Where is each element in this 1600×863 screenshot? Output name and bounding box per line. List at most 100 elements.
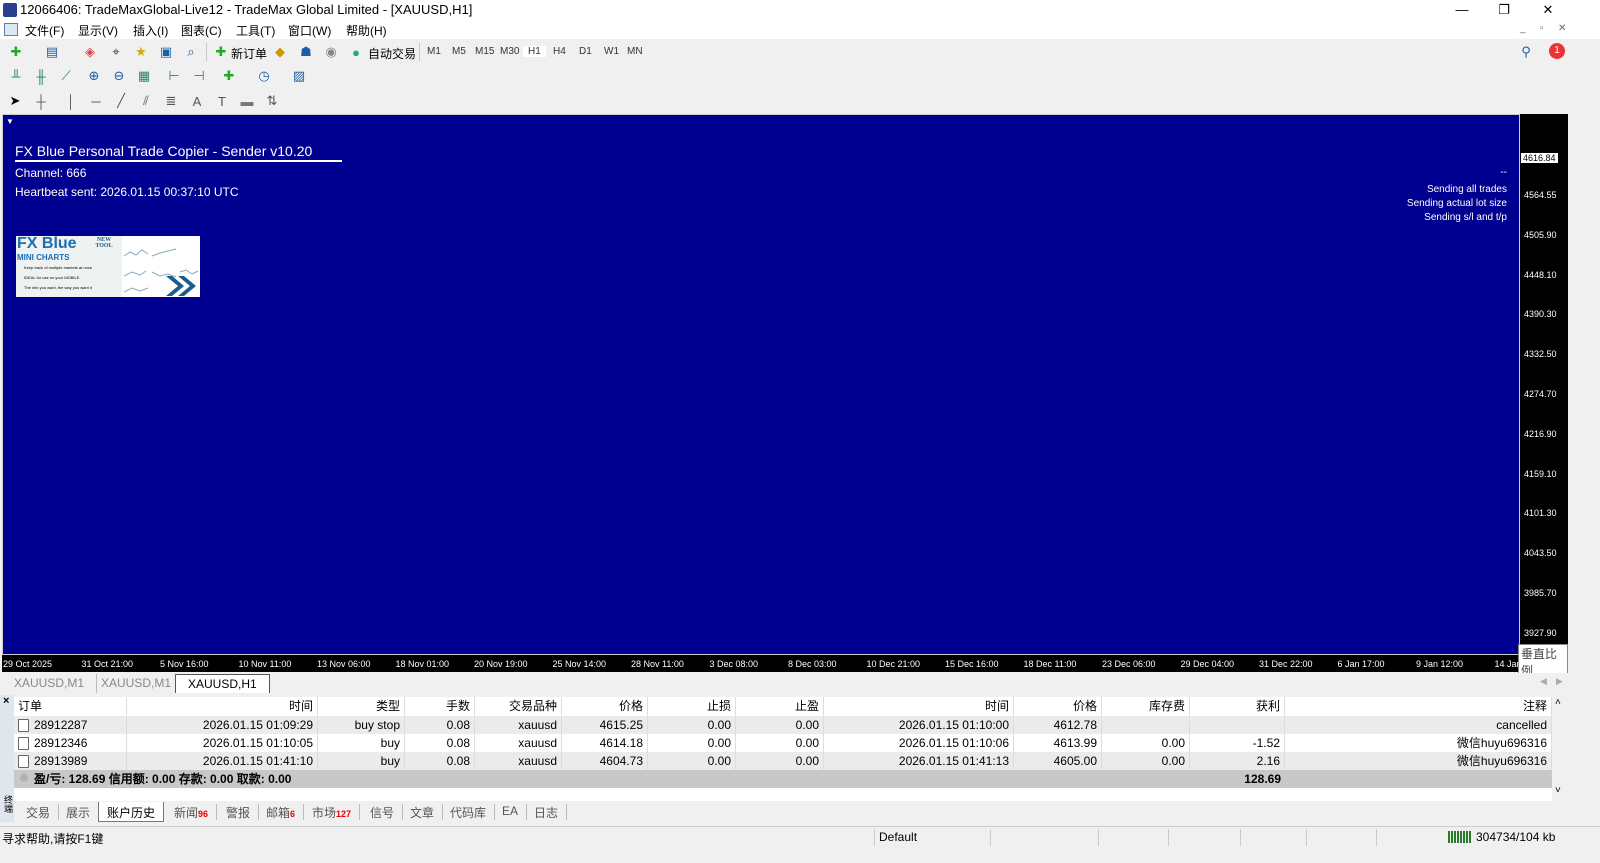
- one-click-trading-toggle-icon[interactable]: ▼: [6, 117, 14, 126]
- menu-tools[interactable]: 工具(T): [236, 24, 276, 38]
- mdi-close-button[interactable]: ✕: [1558, 23, 1567, 34]
- zoom-out-icon[interactable]: ⊖: [113, 68, 125, 83]
- timeframe-m15[interactable]: M15: [475, 46, 495, 57]
- restore-button[interactable]: ❐: [1498, 2, 1510, 17]
- signals-icon[interactable]: ◉: [325, 44, 337, 59]
- column-header[interactable]: 库存费: [1102, 697, 1190, 715]
- terminal-close-icon[interactable]: ×: [3, 695, 10, 707]
- terminal-tab[interactable]: 日志: [526, 804, 568, 820]
- column-header[interactable]: 价格: [1014, 697, 1102, 715]
- terminal-icon[interactable]: ▣: [159, 44, 173, 59]
- new-order-icon[interactable]: ✚: [215, 44, 227, 59]
- chart-window[interactable]: ▼ FX Blue Personal Trade Copier - Sender…: [2, 114, 1568, 680]
- chart-plot-area[interactable]: ▼ FX Blue Personal Trade Copier - Sender…: [2, 114, 1520, 655]
- timeframe-w1[interactable]: W1: [604, 46, 619, 57]
- menu-file[interactable]: 文件(F): [25, 24, 65, 38]
- column-header[interactable]: 止盈: [736, 697, 824, 715]
- column-header[interactable]: 手数: [405, 697, 475, 715]
- text-label-icon[interactable]: T: [218, 93, 226, 109]
- line-chart-icon[interactable]: ⟋: [61, 68, 71, 83]
- profiles-icon[interactable]: ▤: [45, 44, 59, 59]
- candlestick-icon[interactable]: ╫: [36, 68, 46, 84]
- menu-view[interactable]: 显示(V): [78, 24, 118, 38]
- column-header[interactable]: 交易品种: [475, 697, 562, 715]
- auto-trading-icon[interactable]: ●: [352, 44, 360, 60]
- terminal-tab[interactable]: EA: [494, 804, 528, 820]
- horizontal-line-icon[interactable]: ─: [91, 93, 101, 109]
- chart-tab-active[interactable]: XAUUSD,H1: [175, 674, 270, 693]
- strategy-tester-icon[interactable]: ⌕: [187, 44, 195, 59]
- menu-charts[interactable]: 图表(C): [181, 24, 222, 38]
- market-watch-icon[interactable]: ◈: [85, 44, 95, 59]
- trendline-icon[interactable]: ╱: [117, 93, 125, 108]
- scroll-left-icon[interactable]: ◀: [1540, 676, 1547, 686]
- minimize-button[interactable]: —: [1455, 2, 1469, 17]
- terminal-tab[interactable]: 邮箱6: [258, 804, 305, 820]
- table-scrollbar[interactable]: ˄ ˅: [1552, 697, 1568, 801]
- timeframe-m1[interactable]: M1: [427, 46, 441, 57]
- terminal-tab[interactable]: 信号: [362, 804, 404, 820]
- column-header[interactable]: 价格: [562, 697, 648, 715]
- zoom-in-icon[interactable]: ⊕: [88, 68, 100, 83]
- column-header[interactable]: 获利: [1190, 697, 1285, 715]
- bar-chart-icon[interactable]: ╨: [11, 68, 21, 84]
- equidistant-channel-icon[interactable]: ⫽: [143, 93, 149, 108]
- indicators-icon[interactable]: ✚: [223, 68, 235, 83]
- terminal-tab[interactable]: 新闻96: [166, 804, 218, 820]
- periods-icon[interactable]: ◷: [258, 68, 270, 83]
- menu-help[interactable]: 帮助(H): [346, 24, 387, 38]
- mini-charts-banner[interactable]: FX Blue NEW TOOL MINI CHARTS Keep track …: [16, 236, 200, 297]
- crosshair-icon[interactable]: ┼: [36, 93, 46, 109]
- chart-tab[interactable]: XAUUSD,M1: [89, 674, 185, 693]
- scroll-down-icon[interactable]: ˅: [1555, 785, 1561, 796]
- terminal-tab[interactable]: 展示: [58, 804, 100, 820]
- column-header[interactable]: 时间: [824, 697, 1014, 715]
- table-row[interactable]: 28912346 2026.01.15 01:10:05 buy 0.08 xauusd…: [14, 734, 1552, 752]
- timeframe-m30[interactable]: M30: [500, 46, 520, 57]
- chart-tab[interactable]: XAUUSD,M1: [2, 674, 98, 693]
- column-header[interactable]: 时间: [127, 697, 318, 715]
- terminal-tab[interactable]: 账户历史: [98, 802, 165, 822]
- templates-icon[interactable]: ▨: [292, 68, 306, 83]
- terminal-tab[interactable]: 文章: [402, 804, 444, 820]
- auto-trading-button[interactable]: 自动交易: [368, 47, 417, 61]
- fibonacci-icon[interactable]: ≣: [165, 93, 177, 108]
- table-row[interactable]: 28912287 2026.01.15 01:09:29 buy stop 0.08 x…: [14, 716, 1552, 734]
- timeframe-mn[interactable]: MN: [627, 46, 643, 57]
- column-header[interactable]: 止损: [648, 697, 736, 715]
- metaeditor-icon[interactable]: ◆: [275, 44, 285, 59]
- column-header[interactable]: 类型: [318, 697, 405, 715]
- vertical-line-icon[interactable]: │: [66, 93, 76, 109]
- navigator-icon[interactable]: ★: [135, 44, 147, 59]
- data-window-icon[interactable]: ⌖: [112, 44, 120, 59]
- notification-badge[interactable]: 1: [1549, 43, 1565, 59]
- column-header[interactable]: 注释: [1285, 697, 1552, 715]
- column-header[interactable]: 订单: [14, 697, 127, 715]
- terminal-tab[interactable]: 市场127: [304, 804, 361, 820]
- timeframe-h4[interactable]: H4: [553, 46, 566, 57]
- profile-name[interactable]: Default: [879, 830, 918, 844]
- scroll-right-icon[interactable]: ▶: [1556, 676, 1563, 686]
- terminal-tab[interactable]: 警报: [218, 804, 260, 820]
- menu-insert[interactable]: 插入(I): [133, 24, 169, 38]
- table-row[interactable]: 28913989 2026.01.15 01:41:10 buy 0.08 xauusd…: [14, 752, 1552, 770]
- menu-window[interactable]: 窗口(W): [288, 24, 332, 38]
- mdi-minimize-button[interactable]: _: [1520, 23, 1526, 34]
- connection-status-icon[interactable]: [1448, 831, 1472, 843]
- terminal-tab[interactable]: 代码库: [442, 804, 496, 820]
- cursor-icon[interactable]: ➤: [9, 93, 21, 108]
- rectangle-icon[interactable]: ▬: [240, 93, 254, 109]
- arrows-icon[interactable]: ⇅: [266, 93, 278, 108]
- new-chart-icon[interactable]: ✚: [10, 44, 22, 59]
- timeframe-m5[interactable]: M5: [452, 46, 466, 57]
- new-order-button[interactable]: 新订单: [231, 47, 268, 61]
- tile-windows-icon[interactable]: ▦: [137, 68, 151, 83]
- auto-scroll-icon[interactable]: ⊣: [193, 68, 205, 83]
- scroll-up-icon[interactable]: ˄: [1555, 697, 1561, 708]
- timeframe-d1[interactable]: D1: [579, 46, 592, 57]
- timeframe-h1[interactable]: H1: [523, 46, 546, 57]
- traffic-label[interactable]: 304734/104 kb: [1476, 830, 1556, 844]
- search-icon[interactable]: ⚲: [1521, 44, 1531, 59]
- close-button[interactable]: ✕: [1542, 2, 1554, 17]
- terminal-tab[interactable]: 交易: [18, 804, 60, 820]
